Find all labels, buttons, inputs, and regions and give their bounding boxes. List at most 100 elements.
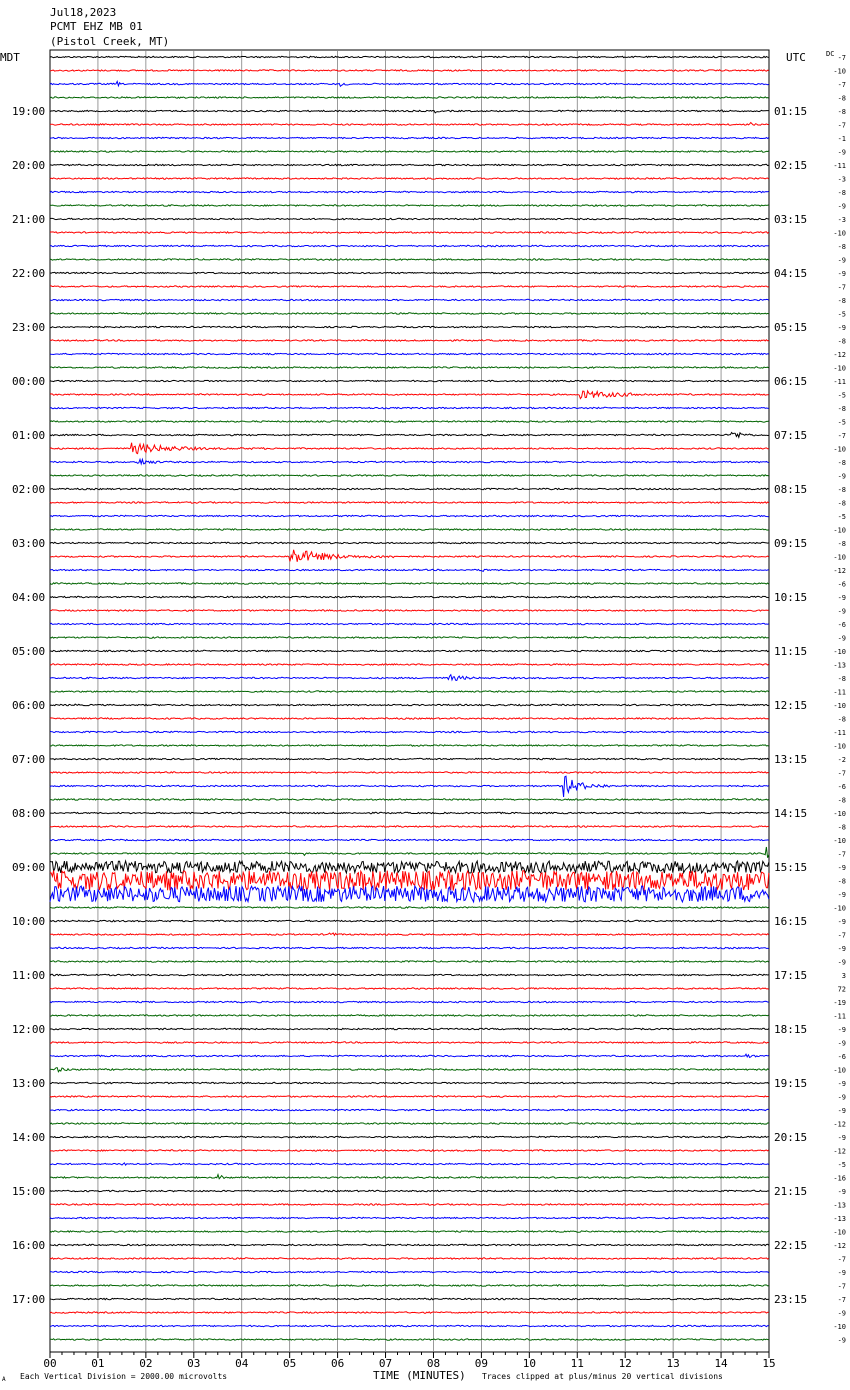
right-hour-label: 11:15 [774,645,807,658]
dc-offset-label: -8 [838,297,846,305]
dc-offset-label: -10 [833,230,846,238]
trace-line [49,1162,770,1166]
dc-offset-label: -7 [838,770,846,778]
dc-offset-label: 72 [838,986,846,994]
dc-offset-label: -6 [838,783,846,791]
dc-offset-label: -11 [833,689,846,697]
right-hour-label: 19:15 [774,1077,807,1090]
left-hour-label: 01:00 [12,429,45,442]
x-axis-title: TIME (MINUTES) [373,1369,466,1382]
dc-offset-label: -5 [838,392,846,400]
dc-offset-label: -9 [838,918,846,926]
trace-line [49,231,770,234]
dc-offset-label: -13 [833,1202,846,1210]
dc-offset-label: -6 [838,581,846,589]
dc-offset-label: -9 [838,945,846,953]
x-tick-label: 01 [91,1357,104,1370]
left-hour-label: 02:00 [12,483,45,496]
trace-line [49,271,769,275]
right-hour-label: 16:15 [774,915,807,928]
trace-line [49,501,770,504]
dc-offset-label: -5 [838,513,846,521]
x-tick-label: 02 [139,1357,152,1370]
trace-line [49,744,769,747]
dc-offset-label: -13 [833,662,846,670]
dc-offset-label: -7 [838,851,846,859]
right-hour-label: 15:15 [774,861,807,874]
dc-offset-label: -10 [833,68,846,76]
left-hour-label: 11:00 [12,969,45,982]
right-hour-label: 04:15 [774,267,807,280]
dc-offset-label: -12 [833,1148,846,1156]
x-tick-label: 14 [714,1357,728,1370]
left-hour-label: 13:00 [12,1077,45,1090]
left-hour-label: 08:00 [12,807,45,820]
dc-offset-label: -7 [838,1256,846,1264]
trace-line [49,649,770,653]
dc-offset-label: -8 [838,338,846,346]
dc-offset-label: -9 [838,594,846,602]
trace-line [49,946,769,950]
dc-offset-label: -10 [833,554,846,562]
x-tick-label: 06 [331,1357,344,1370]
trace-line [49,1135,769,1139]
dc-offset-label: -10 [833,365,846,373]
dc-offset-label: -8 [838,405,846,413]
trace-line [50,549,770,562]
left-hour-label: 07:00 [12,753,45,766]
right-hour-label: 18:15 [774,1023,807,1036]
trace-line [49,379,769,383]
trace-line [49,1067,770,1073]
trace-line [50,1014,770,1017]
plot-grid [49,49,770,1353]
dc-offset-label: -6 [838,621,846,629]
left-hour-label: 15:00 [12,1185,45,1198]
dc-offset-label: -10 [833,527,846,535]
trace-line [49,420,769,423]
footer: A Each Vertical Division = 2000.00 micro… [2,1369,723,1383]
header: Jul18,2023 PCMT EHZ MB 01 (Pistol Creek,… [0,6,834,64]
trace-line [49,1257,770,1260]
trace-line [49,69,769,72]
trace-line [49,1108,769,1112]
trace-line [49,1297,769,1301]
right-hour-label: 12:15 [774,699,807,712]
trace-line [49,757,770,761]
dc-offset-label: -7 [838,122,846,130]
trace-line [49,1173,770,1180]
station-label: PCMT EHZ MB 01 [50,20,143,33]
dc-offset-label: -7 [838,1283,846,1291]
dc-offset-label: -12 [833,567,846,575]
trace-line [49,541,769,545]
dc-offset-label: -9 [838,1134,846,1142]
trace-line [49,80,769,88]
dc-offset-label: -9 [838,635,846,643]
dc-offset-label: -10 [833,446,846,454]
dc-offset-label: -7 [838,81,846,89]
trace-line [49,487,769,491]
dc-offset-label: -7 [838,1296,846,1304]
left-hour-label: 06:00 [12,699,45,712]
trace-line [49,389,769,400]
dc-offset-label: -10 [833,702,846,710]
dc-offset-label: -9 [838,203,846,211]
right-hour-label: 03:15 [774,213,807,226]
dc-offset-label: -10 [833,1229,846,1237]
dc-offset-label: -7 [838,432,846,440]
dc-offset-label: -8 [838,824,846,832]
dc-offset-label: -10 [833,837,846,845]
left-hour-label: 03:00 [12,537,45,550]
trace-line [49,352,769,356]
trace-line [49,906,770,909]
trace-line [49,1230,770,1233]
trace-line [49,1311,769,1314]
left-hour-label: 17:00 [12,1293,45,1306]
trace-line [49,1270,770,1274]
right-hour-label: 20:15 [774,1131,807,1144]
dc-offset-label: -8 [838,95,846,103]
x-tick-label: 08 [427,1357,440,1370]
right-hour-label: 22:15 [774,1239,807,1252]
trace-line [49,55,769,59]
trace-line [49,690,770,693]
x-tick-label: 07 [379,1357,392,1370]
